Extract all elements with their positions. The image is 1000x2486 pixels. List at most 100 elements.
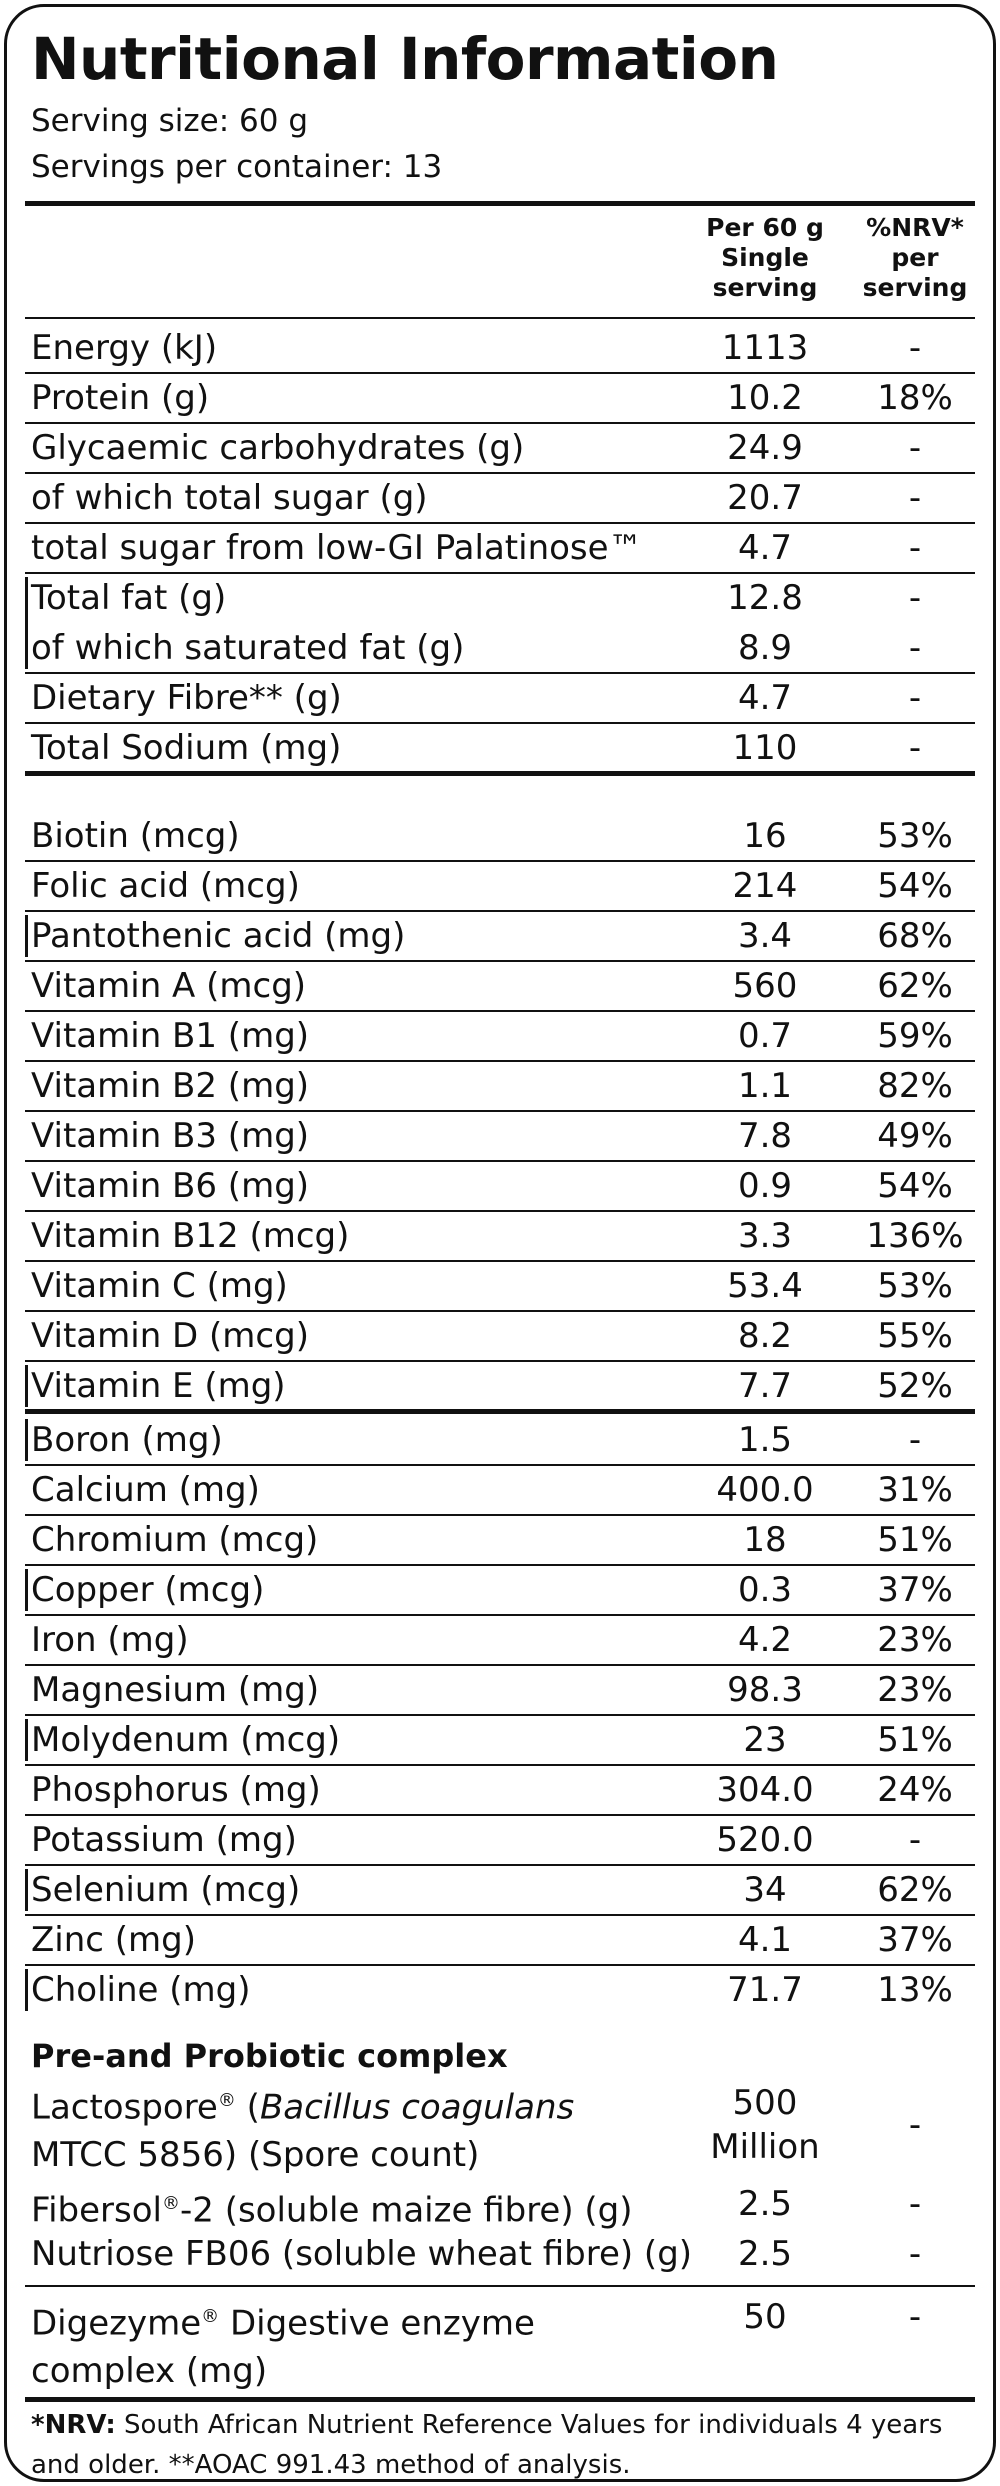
nutrient-name: of which saturated fat (g) [31, 628, 465, 668]
nutrient-name: Nutriose FB06 (soluble wheat fibre) (g) [31, 2234, 693, 2274]
nutrient-name: Phosphorus (mg) [31, 1770, 321, 1810]
nutrient-name: Iron (mg) [31, 1620, 189, 1660]
nutrient-nrv: - [908, 528, 922, 568]
nutrient-name: Energy (kJ) [31, 328, 218, 368]
table-row: Total Sodium (mg) 110 - [25, 723, 975, 773]
nutrient-value: 8.9 [737, 628, 793, 668]
nutrient-value: 214 [732, 866, 798, 906]
value-line: Million [710, 2127, 820, 2167]
nutrient-value: 8.2 [737, 1316, 793, 1356]
row-rule [25, 1564, 975, 1566]
nutrient-nrv: 68% [877, 916, 953, 956]
nutrient-nrv: 55% [877, 1316, 953, 1356]
table-row: Protein (g) 10.2 18% [25, 373, 975, 423]
row-rule [25, 1360, 975, 1362]
nutrition-panel: Nutritional Information Serving size: 60… [4, 4, 996, 2482]
nrv-header-line: serving [862, 273, 968, 302]
row-rule [25, 672, 975, 674]
nutrient-nrv: - [908, 2184, 922, 2224]
table-row: Glycaemic carbohydrates (g) 24.9 - [25, 423, 975, 473]
nutrient-name: Folic acid (mcg) [31, 866, 300, 906]
nutrient-value: 7.7 [737, 1366, 793, 1406]
nutrient-value: 71.7 [727, 1970, 803, 2010]
nutrient-nrv: - [908, 478, 922, 518]
nutrient-name: Total fat (g) [31, 578, 227, 618]
serving-size: Serving size: 60 g [31, 103, 309, 139]
table-row: Biotin (mcg) 16 53% [25, 811, 975, 861]
row-rule [25, 1310, 975, 1312]
nutrient-nrv: 59% [877, 1016, 953, 1056]
row-rule [25, 572, 975, 574]
nutrient-name: Copper (mcg) [31, 1570, 265, 1610]
name-part: -2 (soluble maize fibre) (g) [179, 2190, 633, 2231]
nutrient-name: Total Sodium (mg) [31, 728, 342, 768]
nutrient-value: 1.5 [737, 1420, 793, 1460]
nutrient-name: Biotin (mcg) [31, 816, 240, 856]
row-rule [25, 1110, 975, 1112]
row-rule [25, 722, 975, 724]
nrv-header-line: %NRV* per [866, 213, 964, 272]
per-serving-header-line: Per 60 g [706, 213, 824, 242]
nutrient-value: 2.5 [737, 2234, 793, 2274]
complex-heading: Pre-and Probiotic complex [31, 2037, 508, 2075]
nutrient-value: 304.0 [716, 1770, 814, 1810]
table-row: Vitamin B2 (mg) 1.1 82% [25, 1061, 975, 1111]
nutrient-name: Vitamin B3 (mg) [31, 1116, 310, 1156]
nutrient-value: 98.3 [727, 1670, 803, 1710]
nutrient-value: 4.7 [737, 528, 793, 568]
row-accent-bar [25, 1869, 28, 1911]
table-row: Pantothenic acid (mg) 3.4 68% [25, 911, 975, 961]
per-serving-header-line: Single [721, 243, 809, 272]
nutrient-value: 560 [732, 966, 798, 1006]
nutrient-nrv: 51% [877, 1520, 953, 1560]
row-rule [25, 1260, 975, 1262]
nutrient-nrv: 53% [877, 1266, 953, 1306]
table-row: Dietary Fibre** (g) 4.7 - [25, 673, 975, 723]
table-row-nutriose: Nutriose FB06 (soluble wheat fibre) (g) … [25, 2229, 975, 2279]
nutrient-name: Boron (mg) [31, 1420, 223, 1460]
row-rule [25, 1614, 975, 1616]
row-rule [25, 1514, 975, 1516]
table-row: Energy (kJ) 1113 - [25, 323, 975, 373]
nutrient-value: 12.8 [727, 578, 803, 618]
table-row: Vitamin D (mcg) 8.2 55% [25, 1311, 975, 1361]
nutrient-value: 16 [743, 816, 787, 856]
row-accent-bar [25, 1969, 28, 2011]
table-row: Zinc (mg) 4.1 37% [25, 1915, 975, 1965]
table-row: Vitamin B3 (mg) 7.8 49% [25, 1111, 975, 1161]
column-header-rule [25, 317, 975, 319]
nutrient-name: Calcium (mg) [31, 1470, 260, 1510]
nutrient-value: 0.3 [737, 1570, 793, 1610]
name-part: ( [235, 2087, 260, 2128]
table-row-lactospore: Lactospore® (Bacillus coagulans MTCC 585… [25, 2077, 975, 2177]
nutrient-nrv: 54% [877, 866, 953, 906]
row-rule [25, 1160, 975, 1162]
name-part: MTCC 5856) (Spore count) [31, 2135, 480, 2176]
nutrient-name: Molydenum (mcg) [31, 1720, 341, 1760]
nutrient-nrv: 52% [877, 1366, 953, 1406]
nutrient-name: Vitamin C (mg) [31, 1266, 288, 1306]
nutrient-value: 1.1 [737, 1066, 793, 1106]
nutrient-nrv: - [908, 2297, 922, 2337]
nutrient-nrv: 23% [877, 1620, 953, 1660]
nutrient-name: Vitamin E (mg) [31, 1366, 286, 1406]
footnote-nrv-label: *NRV: [31, 2410, 116, 2440]
table-row: Magnesium (mg) 98.3 23% [25, 1665, 975, 1715]
nutrient-nrv: 31% [877, 1470, 953, 1510]
row-rule [25, 1714, 975, 1716]
table-row: Vitamin B12 (mcg) 3.3 136% [25, 1211, 975, 1261]
per-serving-header-line: serving [712, 273, 818, 302]
nutrient-name: Selenium (mcg) [31, 1870, 301, 1910]
table-row: Phosphorus (mg) 304.0 24% [25, 1765, 975, 1815]
table-row: Total fat (g) 12.8 - [25, 573, 975, 623]
row-rule [25, 1864, 975, 1866]
nutrient-nrv: 53% [877, 816, 953, 856]
registered-mark: ® [161, 2193, 180, 2214]
nutrient-nrv: - [908, 328, 922, 368]
table-row: Choline (mg) 71.7 13% [25, 1965, 975, 2015]
nutrient-value: 20.7 [727, 478, 803, 518]
nutrient-value: 3.3 [737, 1216, 793, 1256]
nutrient-nrv: 62% [877, 1870, 953, 1910]
nutrient-value: 53.4 [727, 1266, 803, 1306]
row-rule [25, 910, 975, 912]
